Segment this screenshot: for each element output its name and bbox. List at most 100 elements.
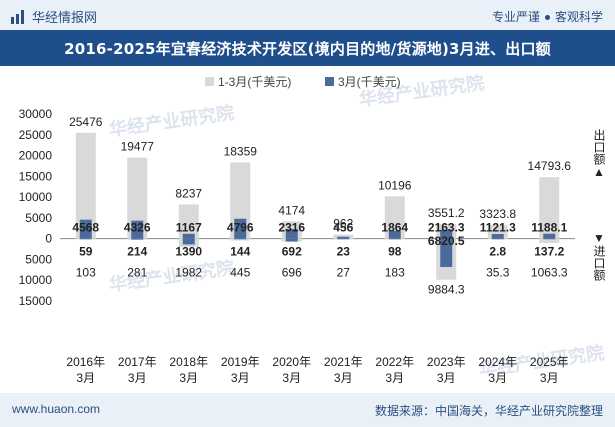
right-axis-import-label: ▼进口额 [592,231,606,282]
y-tick-label: 15000 [19,169,53,183]
data-label-export-monthly: 4568 [72,221,99,235]
data-label-export-monthly: 4326 [124,221,151,235]
bar-import-monthly [234,238,247,240]
data-label-export-cumulative: 25476 [69,115,103,129]
y-tick-label: 20000 [19,149,53,163]
y-tick-label: 10000 [19,273,53,287]
data-label-export-monthly: 1188.1 [531,221,567,235]
bar-import-monthly [491,238,504,240]
bar-export-monthly [182,233,195,239]
data-label-import-monthly: 137.2 [534,245,564,259]
slogan-left: 专业严谨 [491,10,540,24]
bar-export-cumulative [384,196,405,239]
y-tick-label: 15000 [19,294,53,308]
x-tick-label-month: 3月 [385,371,404,385]
data-label-import-cumulative: 103 [76,266,96,280]
bar-import-cumulative [539,238,560,244]
bar-export-monthly [337,236,350,239]
bar-import-monthly [388,238,401,240]
website-link[interactable]: www.huaon.com [12,402,101,416]
bar-export-monthly [79,219,92,239]
right-axis-export-label: 出口额▲ [592,129,606,179]
bar-export-cumulative [75,132,96,239]
y-tick-label: 5000 [25,211,52,225]
legend-swatch-monthly [325,77,334,86]
y-tick-label: 5000 [25,252,52,266]
y-tick-label: 0 [45,232,52,246]
data-label-export-cumulative: 8237 [175,186,202,200]
data-label-import-monthly: 6820.5 [428,234,465,248]
bar-export-monthly [131,220,144,239]
bar-export-monthly [491,234,504,239]
bar-export-cumulative [178,204,199,239]
x-tick-label-month: 3月 [231,371,250,385]
slogan-dot-icon [544,15,550,21]
data-label-import-cumulative: 696 [282,266,302,280]
data-label-import-cumulative: 183 [385,266,405,280]
bar-export-monthly [543,233,556,239]
brand-name: 华经情报网 [32,10,98,25]
bar-import-cumulative [230,238,251,241]
data-label-import-monthly: 692 [282,245,302,259]
x-tick-label-year: 2025年 [530,355,569,369]
footer: www.huaon.com 数据来源：中国海关，华经产业研究院整理 [0,393,615,427]
data-label-export-monthly: 1864 [381,221,408,235]
x-tick-label-year: 2018年 [169,355,208,369]
bar-export-cumulative [333,234,354,239]
data-label-import-monthly: 144 [230,245,250,259]
bar-import-monthly [543,238,556,240]
y-tick-label: 25000 [19,128,53,142]
data-label-export-cumulative: 18359 [224,144,258,158]
brand-logo-icon [11,9,24,24]
data-label-export-monthly: 1121.3 [480,221,516,235]
legend-label-monthly: 3月(千美元) [338,75,401,89]
data-label-import-cumulative: 35.3 [486,266,510,280]
x-tick-label-month: 3月 [179,371,198,385]
x-tick-label-month: 3月 [540,371,559,385]
slogan-right: 客观科学 [554,10,603,24]
slogan: 专业严谨 客观科学 [492,8,603,25]
watermark-0: 华经产业研究院 [108,102,236,141]
bar-import-monthly [131,238,144,240]
data-label-export-cumulative: 4174 [278,203,305,217]
x-tick-label-year: 2023年 [427,355,466,369]
data-label-import-cumulative: 1063.3 [531,266,568,280]
x-tick-label-month: 3月 [437,371,456,385]
data-label-export-monthly: 1167 [176,221,202,235]
data-label-import-monthly: 23 [337,245,351,259]
bar-import-monthly [337,238,350,240]
data-label-export-cumulative: 3323.8 [479,207,516,221]
x-tick-label-month: 3月 [488,371,507,385]
legend-label-cumulative: 1-3月(千美元) [218,75,291,89]
chart-title: 2016-2025年宜春经济技术开发区(境内目的地/货源地)3月进、出口额 [64,40,551,58]
x-tick-label-month: 3月 [76,371,95,385]
data-label-import-cumulative: 1982 [175,266,202,280]
bar-import-monthly [285,238,298,242]
bar-export-monthly [388,230,401,239]
data-source: 数据来源：中国海关，华经产业研究院整理 [374,404,603,418]
bar-export-monthly [234,218,247,239]
bar-export-cumulative [127,157,148,239]
x-tick-label-year: 2019年 [221,355,260,369]
data-label-import-monthly: 214 [127,245,147,259]
data-label-export-monthly: 2316 [278,221,305,235]
legend-swatch-cumulative [205,77,214,86]
bar-export-monthly [440,229,453,239]
data-label-import-monthly: 2.8 [489,245,506,259]
data-label-import-cumulative: 445 [230,266,250,280]
x-tick-label-year: 2016年 [66,355,105,369]
data-label-import-monthly: 1390 [175,245,202,259]
data-label-export-cumulative: 19477 [121,140,155,154]
data-label-export-monthly: 2163.3 [428,221,465,235]
x-tick-label-month: 3月 [334,371,353,385]
x-tick-label-year: 2020年 [272,355,311,369]
top-bar: 华经情报网 专业严谨 客观科学 [0,0,615,30]
title-bar: 2016-2025年宜春经济技术开发区(境内目的地/货源地)3月进、出口额 [0,30,615,66]
bar-import-monthly [440,238,453,268]
data-label-export-cumulative: 14793.6 [528,159,572,173]
bar-export-monthly [285,229,298,239]
data-label-export-cumulative: 10196 [378,178,412,192]
data-label-import-cumulative: 281 [127,266,147,280]
bar-import-monthly [182,238,195,245]
x-tick-label-year: 2017年 [118,355,157,369]
